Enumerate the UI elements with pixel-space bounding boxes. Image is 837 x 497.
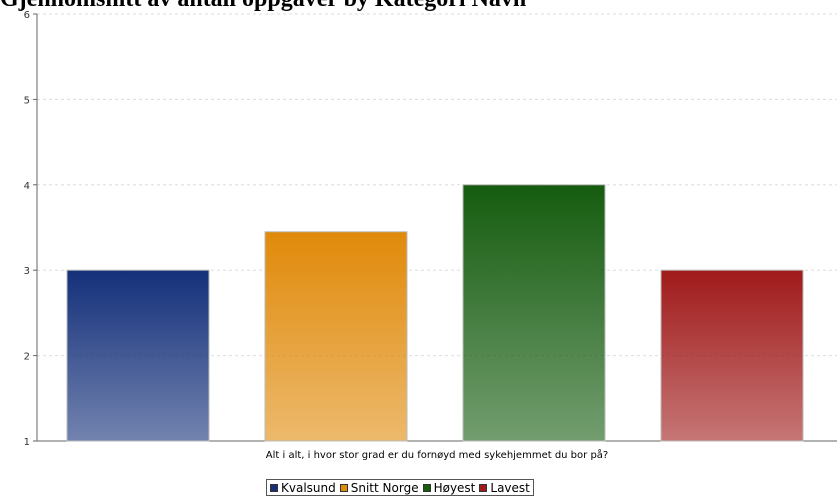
legend-item: Lavest (479, 480, 530, 495)
y-tick-label: 2 (24, 352, 30, 363)
y-tick-label: 3 (24, 266, 30, 277)
legend-swatch (339, 483, 348, 492)
y-tick-label: 5 (24, 95, 30, 106)
legend-item: Høyest (422, 480, 476, 495)
legend-label: Snitt Norge (350, 480, 419, 495)
y-tick-label: 6 (24, 10, 30, 21)
legend-label: Høyest (433, 480, 476, 495)
bar-kvalsund (66, 269, 210, 442)
bar-lavest (660, 269, 804, 442)
legend-swatch (479, 483, 488, 492)
y-tick-label: 1 (24, 437, 30, 448)
bars (66, 184, 804, 442)
legend: Kvalsund Snitt Norge Høyest Lavest (266, 479, 534, 496)
y-tick-label: 4 (24, 181, 30, 192)
legend-swatch (422, 483, 431, 492)
legend-item: Kvalsund (270, 481, 336, 495)
legend-label: Kvalsund (281, 480, 336, 495)
chart-title: Gjennomsnitt av antall oppgaver by Kateg… (0, 0, 837, 13)
legend-label: Lavest (490, 480, 530, 495)
bar-høyest (462, 184, 606, 442)
legend-swatch (270, 483, 278, 492)
x-axis-label: Alt i alt, i hvor stor grad er du fornøy… (266, 448, 608, 461)
legend-item: Snitt Norge (339, 480, 419, 495)
bar-snitt-norge (264, 231, 408, 442)
